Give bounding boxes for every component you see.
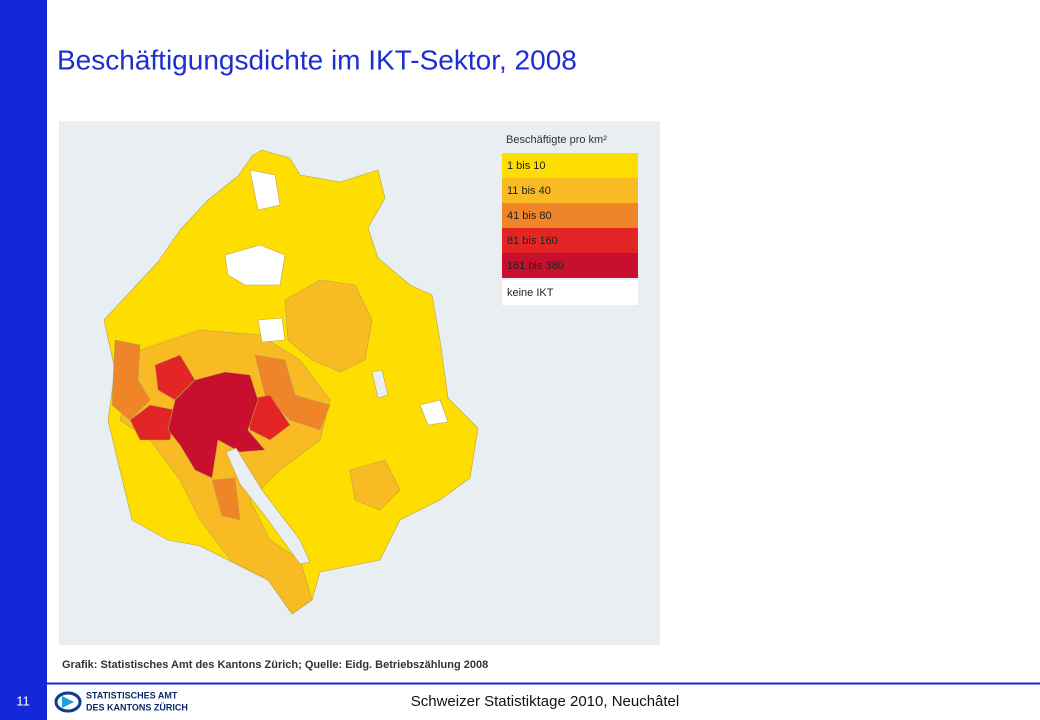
logo-mark — [62, 696, 74, 708]
footer-text: Schweizer Statistiktage 2010, Neuchâtel — [411, 693, 679, 710]
legend-swatch — [502, 203, 638, 228]
legend-label: 161 bis 380 — [507, 260, 564, 272]
legend-label: keine IKT — [507, 287, 554, 299]
legend-label: 11 bis 40 — [507, 185, 551, 197]
legend: 1 bis 10 11 bis 40 41 bis 80 81 bis 160 161 … — [502, 153, 638, 305]
region-11-40 — [349, 459, 401, 511]
map — [103, 149, 479, 615]
region-161-380 — [167, 371, 266, 479]
lake — [371, 369, 389, 399]
legend-title: Beschäftigte pro km² — [506, 134, 607, 146]
lake — [225, 447, 311, 565]
legend-label: 81 bis 160 — [507, 235, 558, 247]
slide-title: Beschäftigungsdichte im IKT-Sektor, 2008 — [57, 44, 577, 75]
region-none — [224, 244, 286, 286]
legend-swatch — [502, 228, 638, 253]
legend-swatch — [502, 280, 638, 305]
logo-mark — [54, 691, 82, 713]
region-none — [419, 399, 449, 426]
legend-label: 41 bis 80 — [507, 210, 552, 222]
source-note: Grafik: Statistisches Amt des Kantons Zü… — [62, 659, 488, 671]
side-bar — [0, 0, 47, 683]
logo-text: DES KANTONS ZÜRICH — [86, 702, 188, 712]
logo-text: STATISTISCHES AMT — [86, 690, 178, 700]
page-number: 11 — [16, 693, 30, 708]
legend-label: 1 bis 10 — [507, 160, 546, 172]
region-41-80 — [111, 339, 151, 421]
legend-swatch — [502, 253, 638, 278]
legend-swatch — [502, 153, 638, 178]
page-box — [0, 683, 47, 720]
region-41-80 — [211, 477, 241, 521]
logo: STATISTISCHES AMT DES KANTONS ZÜRICH — [54, 690, 188, 713]
region-none — [249, 169, 281, 211]
region-none — [257, 317, 286, 343]
legend-swatch — [502, 178, 638, 203]
region-11-40 — [284, 279, 373, 373]
